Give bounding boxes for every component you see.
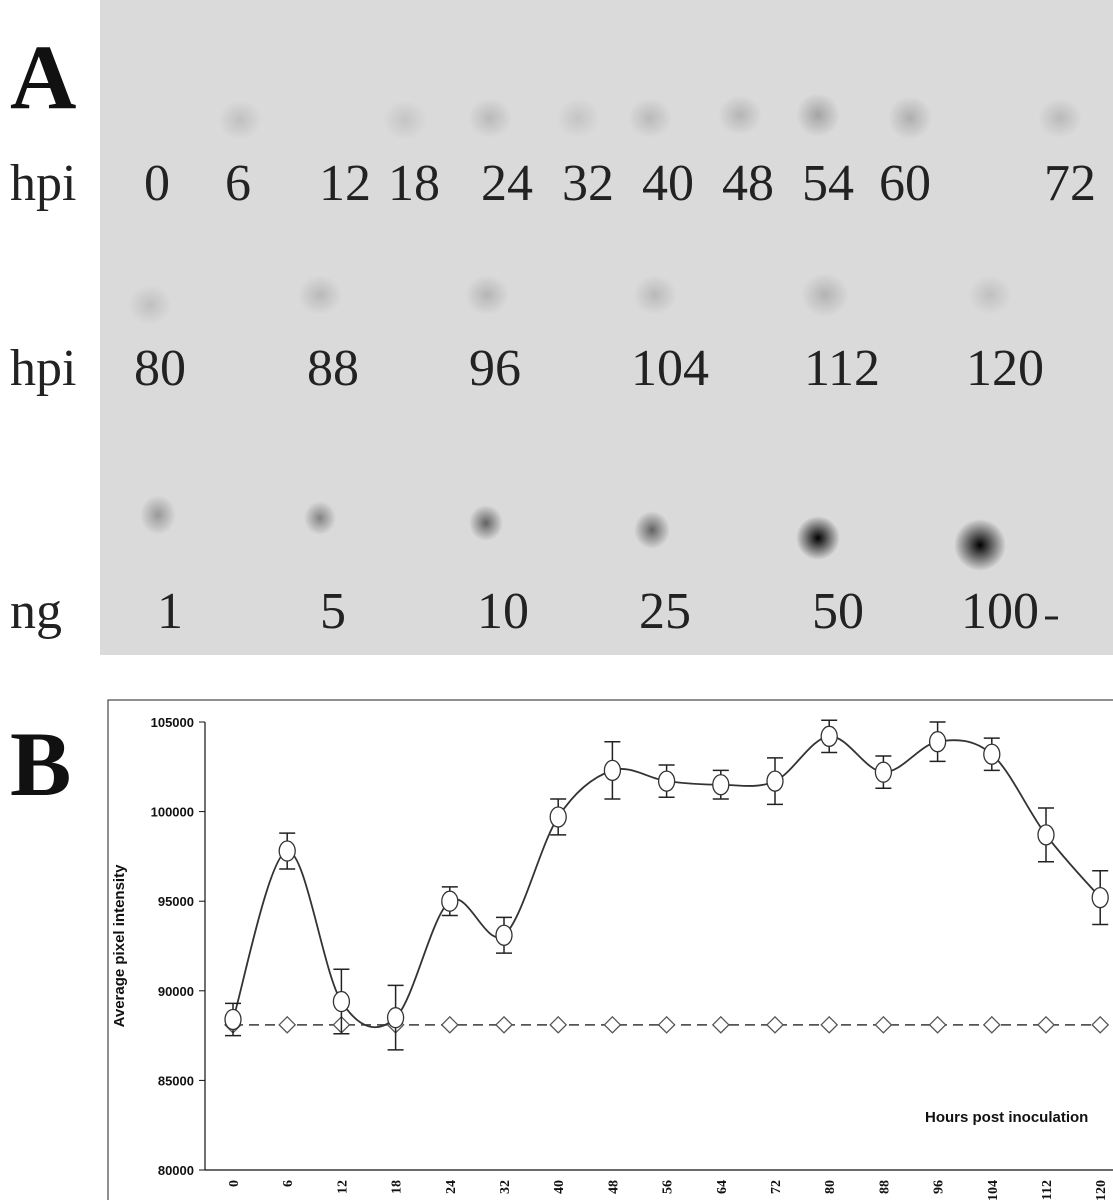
- x-tick-label: 120: [1094, 1180, 1109, 1200]
- lane-label: 10: [477, 583, 529, 640]
- marker: [549, 1015, 568, 1034]
- marker: [224, 1008, 242, 1031]
- lane-label: 48: [722, 155, 774, 212]
- row-label: hpi: [10, 340, 76, 397]
- lane-label: 32: [562, 155, 614, 212]
- y-tick-label: 105000: [151, 715, 194, 730]
- marker: [928, 1015, 947, 1034]
- lane-label: 18: [388, 155, 440, 212]
- x-tick-label: 24: [444, 1180, 459, 1194]
- lane-label: 1: [157, 583, 183, 640]
- lane-label: 88: [307, 340, 359, 397]
- y-axis-label: Average pixel intensity: [111, 864, 128, 1027]
- marker: [278, 840, 296, 862]
- lane-label: 72: [1044, 155, 1096, 212]
- marker: [603, 759, 622, 782]
- row-label: hpi: [10, 155, 76, 212]
- x-tick-label: 64: [715, 1180, 730, 1194]
- marker: [766, 770, 784, 792]
- x-tick-label: 32: [498, 1180, 513, 1194]
- blot-dots: [128, 93, 1082, 571]
- y-tick-label: 80000: [158, 1163, 194, 1178]
- chart-frame: [107, 699, 1113, 1200]
- lane-label: 25: [639, 583, 691, 640]
- x-tick-label: 88: [877, 1180, 892, 1194]
- marker: [712, 774, 730, 796]
- marker: [440, 1015, 459, 1034]
- lane-label: 112: [804, 340, 880, 397]
- y-tick-label: 95000: [158, 894, 194, 909]
- marker: [549, 806, 567, 828]
- y-tick-label: 85000: [158, 1073, 194, 1088]
- marker: [1037, 824, 1055, 846]
- marker: [874, 1015, 893, 1034]
- y-tick-label: 100000: [151, 805, 194, 820]
- x-tick-label: 48: [606, 1180, 621, 1194]
- marker: [983, 743, 1001, 765]
- x-tick-label: 80: [823, 1180, 838, 1194]
- marker: [657, 1015, 676, 1034]
- lane-label: 6: [225, 155, 251, 212]
- x-tick-label: 40: [552, 1180, 567, 1194]
- marker: [1037, 1015, 1055, 1034]
- x-tick-label: 18: [390, 1180, 405, 1194]
- x-tick-label: 0: [227, 1180, 242, 1187]
- marker: [874, 761, 893, 783]
- lane-label: 54: [802, 155, 854, 212]
- marker: [441, 890, 459, 912]
- marker: [928, 731, 947, 753]
- x-axis-label: Hours post inoculation: [925, 1109, 1088, 1126]
- marker: [1091, 886, 1109, 909]
- lane-label: 100: [961, 583, 1039, 640]
- lane-label: 0: [144, 155, 170, 212]
- marker: [657, 770, 676, 792]
- lane-label: 24: [481, 155, 533, 212]
- marker: [278, 1015, 297, 1034]
- lane-label: 50: [812, 583, 864, 640]
- marker: [495, 924, 513, 946]
- marker: [495, 1015, 513, 1034]
- marker: [820, 725, 838, 747]
- y-tick-label: 90000: [158, 984, 194, 999]
- panel-letter: B: [10, 713, 71, 815]
- marker: [386, 1007, 405, 1029]
- lane-label: 120: [966, 340, 1044, 397]
- x-tick-label: 112: [1040, 1180, 1055, 1200]
- x-tick-label: 72: [769, 1180, 784, 1194]
- lane-label: 12: [319, 155, 371, 212]
- marker: [332, 990, 351, 1013]
- lane-label: 40: [642, 155, 694, 212]
- marker: [766, 1015, 784, 1034]
- marker: [820, 1015, 839, 1034]
- lane-label: 60: [879, 155, 931, 212]
- x-tick-label: 12: [335, 1180, 350, 1194]
- marker: [711, 1015, 730, 1034]
- blot-membrane: [100, 0, 1113, 655]
- x-tick-label: 104: [986, 1180, 1001, 1200]
- lane-label: 5: [320, 583, 346, 640]
- lane-label: 96: [469, 340, 521, 397]
- panel-letter: A: [10, 26, 76, 128]
- lane-label: 104: [631, 340, 709, 397]
- marker: [603, 1015, 622, 1034]
- marker: [982, 1015, 1001, 1034]
- lane-label: 80: [134, 340, 186, 397]
- x-tick-label: 56: [661, 1180, 676, 1194]
- row-label: ng: [10, 583, 62, 640]
- x-tick-label: 96: [932, 1180, 947, 1194]
- x-tick-label: 6: [281, 1180, 296, 1187]
- marker: [1091, 1015, 1110, 1034]
